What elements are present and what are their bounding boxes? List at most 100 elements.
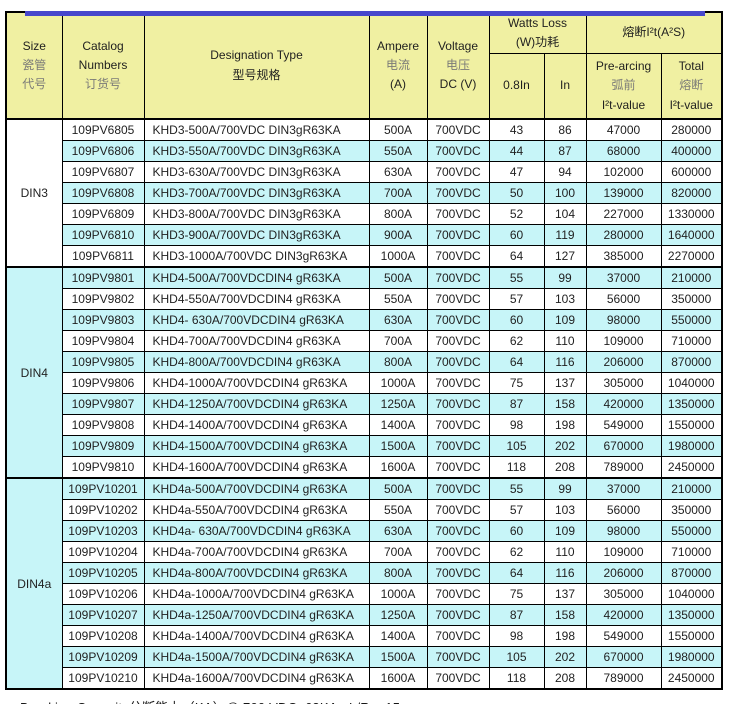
watts-08in-cell: 98	[488, 414, 545, 436]
total-i2t-cell: 600000	[660, 161, 723, 183]
voltage-cell: 700VDC	[426, 435, 490, 457]
voltage-cell: 700VDC	[426, 414, 490, 436]
catalog-cell: 109PV10207	[61, 604, 145, 626]
table-row: 109PV10203 KHD4a- 630A/700VDCDIN4 gR63KA 6…	[6, 520, 723, 542]
ampere-cell: 800A	[368, 203, 428, 225]
watts-08in-cell: 43	[488, 118, 545, 141]
watts-08in-cell: 60	[488, 224, 545, 246]
table-row: 109PV9803 KHD4- 630A/700VDCDIN4 gR63KA 630…	[6, 309, 723, 331]
voltage-cell: 700VDC	[426, 499, 490, 521]
prearcing-i2t-cell: 789000	[585, 667, 662, 690]
watts-08in-cell: 50	[488, 182, 545, 204]
voltage-header-unit: DC (V)	[439, 77, 477, 92]
watts-in-cell: 137	[543, 372, 587, 394]
total-i2t-cell: 1980000	[660, 435, 723, 457]
catalog-cell: 109PV10205	[61, 562, 145, 584]
designation-cell: KHD4-1400A/700VDCDIN4 gR63KA	[143, 414, 370, 436]
voltage-cell: 700VDC	[426, 646, 490, 668]
watts-in-cell: 116	[543, 562, 587, 584]
table-row: DIN3 109PV6805 KHD3-500A/700VDC DIN3gR63KA…	[5, 118, 723, 268]
total-i2t-cell: 210000	[660, 477, 723, 500]
designation-cell: KHD4a-1000A/700VDCDIN4 gR63KA	[143, 583, 370, 605]
total-i2t-cell: 550000	[660, 309, 723, 331]
catalog-cell: 109PV6809	[61, 203, 145, 225]
catalog-cell: 109PV9809	[61, 435, 145, 457]
total-i2t-cell: 2270000	[660, 245, 723, 268]
table-row: 109PV9805 KHD4-800A/700VDCDIN4 gR63KA 800A…	[6, 351, 723, 373]
total-i2t-cell: 280000	[660, 118, 723, 141]
watts-loss-header-zh: (W)功耗	[515, 35, 560, 49]
catalog-cell: 109PV6808	[61, 182, 145, 204]
designation-cell: KHD4a-1500A/700VDCDIN4 gR63KA	[143, 646, 370, 668]
watts-in-cell: 119	[543, 224, 587, 246]
designation-cell: KHD4a-1400A/700VDCDIN4 gR63KA	[143, 625, 370, 647]
watts-08in-cell: 118	[488, 456, 545, 479]
col-header-voltage: Voltage 电压 DC (V)	[426, 11, 490, 120]
table-row: 109PV9806 KHD4-1000A/700VDCDIN4 gR63KA 100…	[6, 372, 723, 394]
ampere-cell: 1600A	[368, 456, 428, 479]
prearcing-i2t-cell: 385000	[585, 245, 662, 268]
catalog-cell: 109PV9802	[61, 288, 145, 310]
voltage-cell: 700VDC	[426, 562, 490, 584]
ampere-cell: 500A	[368, 118, 428, 141]
table-row: 109PV6810 KHD3-900A/700VDC DIN3gR63KA 900A…	[6, 224, 723, 246]
designation-cell: KHD4a-1600A/700VDCDIN4 gR63KA	[143, 667, 370, 690]
prearcing-i2t-cell: 305000	[585, 372, 662, 394]
prearcing-i2t-cell: 56000	[585, 499, 662, 521]
col-header-catalog: Catalog Numbers 订货号	[61, 11, 145, 120]
table-row: 109PV10206 KHD4a-1000A/700VDCDIN4 gR63KA 1…	[6, 583, 723, 605]
catalog-cell: 109PV10210	[61, 667, 145, 690]
watts-08in-cell: 87	[488, 604, 545, 626]
col-header-in: In	[543, 53, 587, 120]
watts-in-cell: 158	[543, 393, 587, 415]
designation-cell: KHD4-700A/700VDCDIN4 gR63KA	[143, 330, 370, 352]
total-header-val: I²t-value	[669, 97, 713, 112]
watts-in-cell: 208	[543, 667, 587, 690]
table-row: 109PV9810 KHD4-1600A/700VDCDIN4 gR63KA 160…	[6, 456, 723, 479]
total-i2t-cell: 2450000	[660, 667, 723, 690]
ampere-cell: 700A	[368, 541, 428, 563]
prearcing-i2t-cell: 139000	[585, 182, 662, 204]
total-i2t-cell: 2450000	[660, 456, 723, 479]
watts-in-cell: 137	[543, 583, 587, 605]
voltage-cell: 700VDC	[426, 667, 490, 690]
prearcing-i2t-cell: 37000	[585, 266, 662, 289]
designation-cell: KHD3-900A/700VDC DIN3gR63KA	[143, 224, 370, 246]
designation-cell: KHD4- 630A/700VDCDIN4 gR63KA	[143, 309, 370, 331]
watts-in-cell: 87	[543, 140, 587, 162]
pre-arcing-header-val: I²t-value	[601, 97, 646, 112]
pre-arcing-header-en: Pre-arcing	[595, 59, 652, 74]
prearcing-i2t-cell: 549000	[585, 625, 662, 647]
watts-08in-cell: 75	[488, 583, 545, 605]
size-group-din4a: DIN4a 109PV10201 KHD4a-500A/700VDCDIN4 gR6…	[5, 477, 723, 690]
total-i2t-cell: 400000	[660, 140, 723, 162]
designation-cell: KHD4-550A/700VDCDIN4 gR63KA	[143, 288, 370, 310]
designation-cell: KHD4a- 630A/700VDCDIN4 gR63KA	[143, 520, 370, 542]
total-i2t-cell: 1040000	[660, 583, 723, 605]
catalog-cell: 109PV9810	[61, 456, 145, 479]
table-row: 109PV9807 KHD4-1250A/700VDCDIN4 gR63KA 125…	[6, 393, 723, 415]
watts-08in-cell: 57	[488, 288, 545, 310]
prearcing-i2t-cell: 789000	[585, 456, 662, 479]
i2t-group-header: 熔断I²t(A²S)	[622, 25, 686, 40]
col-header-watts-loss: Watts Loss (W)功耗	[488, 11, 587, 54]
prearcing-i2t-cell: 98000	[585, 520, 662, 542]
designation-header-zh: 型号规格	[232, 67, 281, 82]
designation-cell: KHD4-1600A/700VDCDIN4 gR63KA	[143, 456, 370, 479]
watts-in-cell: 116	[543, 351, 587, 373]
table-row: 109PV10205 KHD4a-800A/700VDCDIN4 gR63KA 80…	[6, 562, 723, 584]
watts-08in-cell: 118	[488, 667, 545, 690]
watts-08in-cell: 62	[488, 330, 545, 352]
total-i2t-cell: 820000	[660, 182, 723, 204]
total-i2t-cell: 550000	[660, 520, 723, 542]
ampere-cell: 550A	[368, 288, 428, 310]
table-row: 109PV6808 KHD3-700A/700VDC DIN3gR63KA 700A…	[6, 182, 723, 204]
watts-in-label: In	[559, 78, 570, 93]
voltage-cell: 700VDC	[426, 625, 490, 647]
table-row: 109PV10210 KHD4a-1600A/700VDCDIN4 gR63KA 1…	[6, 667, 723, 690]
ampere-cell: 630A	[368, 161, 428, 183]
watts-08in-cell: 87	[488, 393, 545, 415]
designation-cell: KHD4a-500A/700VDCDIN4 gR63KA	[143, 477, 370, 500]
prearcing-i2t-cell: 37000	[585, 477, 662, 500]
catalog-cell: 109PV9801	[61, 266, 145, 289]
